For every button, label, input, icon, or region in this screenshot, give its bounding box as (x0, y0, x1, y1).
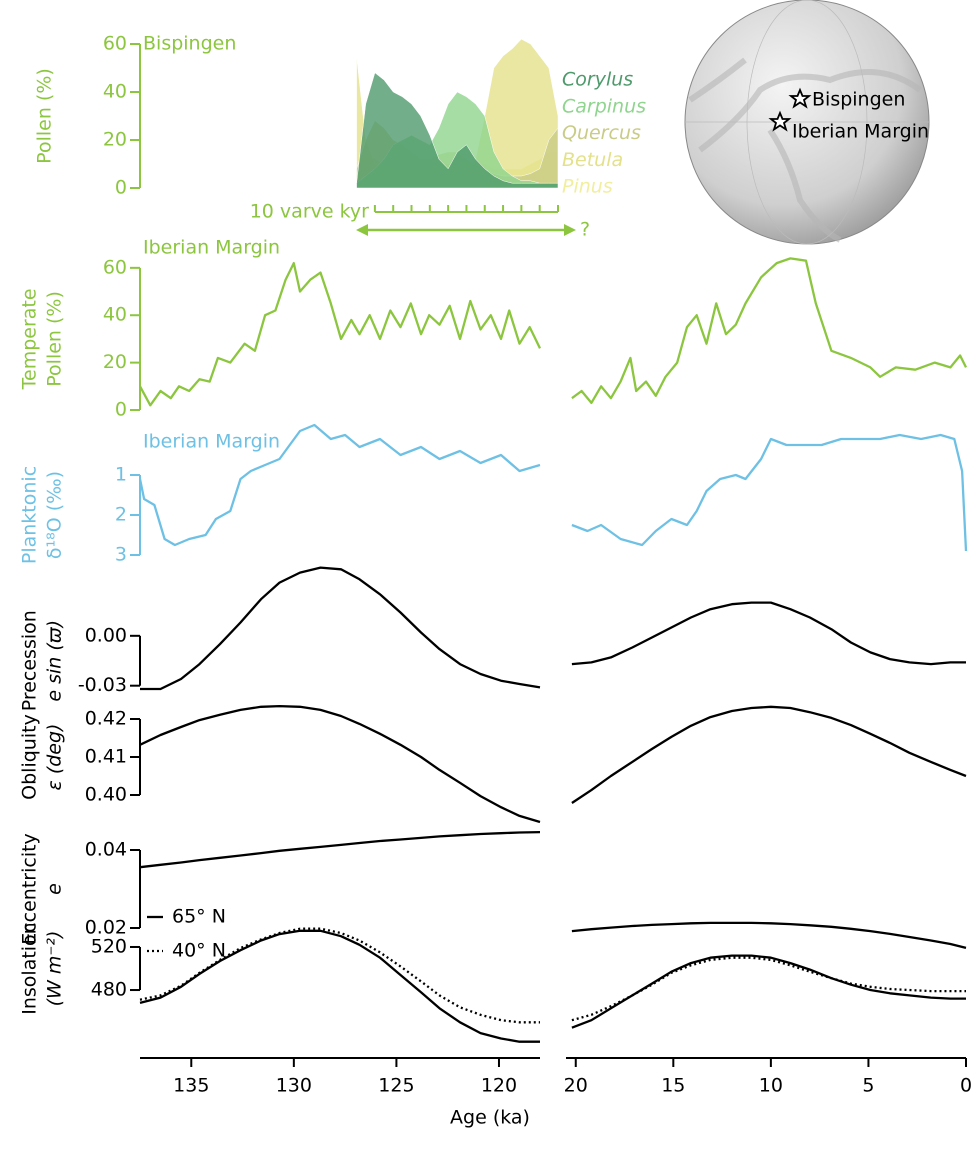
y-axis-title: Insolation (19, 922, 41, 1015)
y-axis-title: δ¹⁸O (‰) (44, 471, 66, 559)
x-tick-label: 15 (661, 1075, 685, 1097)
legend-label: Carpinus (562, 95, 646, 117)
y-tick-label: 20 (103, 351, 127, 373)
legend-label: 40° N (172, 940, 226, 962)
y-tick-label: 2 (115, 504, 127, 526)
x-tick-label: 5 (862, 1075, 874, 1097)
y-tick-label: 3 (115, 544, 127, 566)
panel-title: Bispingen (143, 33, 236, 55)
panel-title: Iberian Margin (143, 431, 280, 453)
y-axis-title: Temperate (19, 288, 41, 390)
y-axis-title: Pollen (%) (44, 291, 66, 387)
y-tick-label: 60 (103, 256, 127, 278)
series-line (571, 921, 967, 950)
y-axis-title: Planktonic (19, 466, 41, 564)
legend-label: Quercus (562, 122, 641, 144)
y-tick-label: 0 (115, 177, 127, 199)
series-line (571, 956, 966, 1022)
legend-label: Pinus (562, 176, 613, 198)
varve-arrow (356, 224, 576, 236)
y-tick-label: 0.00 (85, 624, 127, 646)
pollen-area (356, 72, 559, 189)
y-tick-label: 1 (115, 464, 127, 486)
series-line (571, 601, 966, 666)
y-axis-title: Pollen (%) (34, 68, 56, 164)
y-tick-label: 480 (91, 979, 127, 1001)
y-axis-title: Eccentricity (19, 833, 41, 945)
y-tick-label: 0.42 (85, 708, 127, 730)
y-axis-title: ε (deg) (44, 724, 66, 791)
legend-label: 65° N (172, 906, 226, 928)
x-tick-label: 135 (173, 1075, 209, 1097)
x-tick-label: 0 (960, 1075, 972, 1097)
y-tick-label: 40 (103, 81, 127, 103)
y-tick-label: 0.41 (85, 746, 127, 768)
series-line (571, 954, 966, 1029)
panel-title: Iberian Margin (143, 237, 280, 259)
series-line (138, 261, 542, 407)
y-tick-label: 40 (103, 304, 127, 326)
series-line (139, 704, 541, 824)
map-label: Iberian Margin (792, 121, 929, 143)
legend-label: Betula (562, 149, 623, 171)
globe (684, 0, 930, 245)
series-line (571, 433, 968, 552)
y-tick-label: 0.02 (85, 917, 127, 939)
y-axis-title: e sin (ϖ) (44, 620, 66, 702)
y-tick-label: 60 (103, 33, 127, 55)
series-line (571, 705, 967, 804)
x-tick-label: 10 (759, 1075, 783, 1097)
x-axis-title: Age (ka) (450, 1107, 530, 1129)
x-tick-label: 120 (481, 1075, 517, 1097)
y-tick-label: 20 (103, 129, 127, 151)
x-tick-label: 130 (276, 1075, 312, 1097)
series-line (138, 423, 541, 547)
series-line (139, 929, 540, 1043)
y-tick-label: 0 (115, 399, 127, 421)
y-axis-title: Precession (19, 610, 41, 711)
y-axis-title: e (44, 883, 66, 895)
series-line (571, 257, 968, 405)
x-tick-label: 125 (378, 1075, 414, 1097)
y-tick-label: 0.40 (85, 784, 127, 806)
y-axis-title: (W m⁻²) (44, 931, 66, 1007)
y-tick-label: -0.03 (78, 674, 127, 696)
legend-label: Corylus (562, 69, 633, 91)
y-axis-title: Obliquity (19, 714, 41, 800)
map-label: Bispingen (812, 89, 905, 111)
y-tick-label: 520 (91, 935, 127, 957)
series-line (140, 566, 541, 691)
x-tick-label: 20 (564, 1075, 588, 1097)
annotation: ? (580, 219, 590, 241)
series-line (139, 830, 541, 869)
annotation: 10 varve kyr (250, 201, 369, 223)
y-tick-label: 0.04 (85, 839, 127, 861)
